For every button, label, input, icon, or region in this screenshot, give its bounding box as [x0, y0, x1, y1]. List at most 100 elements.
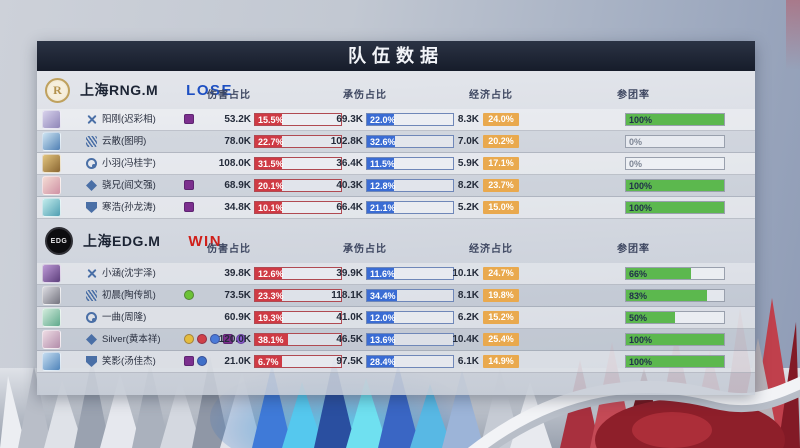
orb-badge-icon — [210, 334, 220, 344]
damage-bar: 6.7% — [254, 355, 342, 368]
hero-avatar — [42, 308, 61, 327]
player-name: 小涵(沈宇泽) — [102, 268, 156, 279]
mid-lane-icon — [86, 158, 97, 169]
badge-list — [184, 114, 194, 124]
column-header-economy: 经济占比 — [469, 90, 513, 101]
participation-percent: 66% — [629, 269, 648, 279]
damage-bar-fill — [255, 290, 282, 301]
damage-percent: 22.7% — [258, 137, 284, 147]
taken-value: 40.3K — [336, 180, 363, 191]
taken-bar: 28.4% — [366, 355, 454, 368]
blue-spikes — [252, 356, 484, 448]
hero-avatar — [42, 286, 61, 305]
damage-percent: 19.3% — [258, 313, 284, 323]
taken-percent: 13.6% — [370, 335, 396, 345]
participation-bar: 100% — [625, 179, 725, 192]
economy-percent-chip: 20.2% — [483, 135, 519, 148]
participation-percent: 0% — [629, 159, 643, 169]
taken-value: 118.1K — [331, 290, 363, 301]
farm-lane-icon — [86, 334, 97, 345]
taken-percent: 11.6% — [370, 269, 396, 279]
economy-value: 8.2K — [457, 180, 479, 191]
column-header-damage: 伤害占比 — [207, 244, 251, 255]
orb-badge-icon — [197, 356, 207, 366]
damage-bar: 15.5% — [254, 113, 342, 126]
participation-bar: 0% — [625, 135, 725, 148]
damage-bar-fill — [255, 202, 282, 213]
hero-avatar — [42, 352, 61, 371]
player-row: 阳刚(迟彩相) 53.2K 15.5% 69.3K 22.0% 8.3K 24.… — [37, 109, 755, 131]
taken-bar: 13.6% — [366, 333, 454, 346]
taken-bar-fill — [367, 312, 394, 323]
participation-percent: 100% — [629, 181, 653, 191]
player-name: 阳刚(迟彩相) — [102, 114, 156, 125]
damage-bar-fill — [255, 158, 283, 169]
participation-bar: 66% — [625, 267, 725, 280]
team-result-badge: WIN — [188, 232, 223, 250]
economy-value: 8.3K — [457, 114, 479, 125]
taken-percent: 21.1% — [370, 203, 396, 213]
participation-bar: 100% — [625, 201, 725, 214]
damage-percent: 10.1% — [258, 203, 284, 213]
participation-percent: 100% — [629, 115, 653, 125]
economy-percent-chip: 23.7% — [483, 179, 519, 192]
badge-list — [184, 356, 207, 366]
taken-value: 41.0K — [336, 312, 363, 323]
badge-list — [184, 334, 246, 344]
team-result-badge: LOSE — [186, 81, 234, 99]
participation-percent: 100% — [629, 203, 653, 213]
participation-bar-fill — [626, 312, 675, 323]
farm-lane-icon — [86, 180, 97, 191]
damage-bar-fill — [255, 114, 282, 125]
damage-percent: 20.1% — [258, 181, 284, 191]
column-header-taken: 承伤占比 — [343, 244, 387, 255]
participation-bar-fill — [626, 334, 724, 345]
taken-value: 69.3K — [336, 114, 363, 125]
clash-lane-icon — [86, 114, 97, 125]
participation-bar-fill — [626, 290, 708, 301]
damage-percent: 31.5% — [258, 159, 284, 169]
economy-percent-chip: 14.9% — [483, 355, 519, 368]
player-rows: 小涵(沈宇泽) 39.8K 12.6% 39.9K 11.6% 10.1K 24… — [37, 263, 755, 373]
team-name: 上海EDG.M — [83, 233, 161, 249]
taken-percent: 28.4% — [370, 357, 396, 367]
economy-percent-chip: 19.8% — [483, 289, 519, 302]
damage-bar: 19.3% — [254, 311, 342, 324]
tower-badge-icon — [184, 356, 194, 366]
team-section-edgm: EDG 上海EDG.M WIN 伤害占比 承伤占比 经济占比 参团率 小涵(沈宇… — [37, 219, 755, 373]
player-name: 初晨(陶传凯) — [102, 290, 156, 301]
player-row: 寒浩(孙龙涛) 34.8K 10.1% 66.4K 21.1% 5.2K 15.… — [37, 197, 755, 219]
economy-value: 6.2K — [457, 312, 479, 323]
player-row: 云散(图明) 78.0K 22.7% 102.8K 32.6% 7.0K 20.… — [37, 131, 755, 153]
taken-percent: 32.6% — [370, 137, 396, 147]
panel-title: 队伍数据 — [37, 41, 755, 71]
team-header: EDG 上海EDG.M WIN 伤害占比 承伤占比 经济占比 参团率 — [37, 219, 755, 263]
participation-bar-fill — [626, 114, 724, 125]
economy-percent-chip: 15.2% — [483, 311, 519, 324]
column-header-economy: 经济占比 — [469, 244, 513, 255]
participation-percent: 0% — [629, 137, 643, 147]
participation-bar-fill — [626, 180, 724, 191]
team-data-panel: 队伍数据 R 上海RNG.M LOSE 伤害占比 承伤占比 经济占比 参团率 阳… — [37, 41, 755, 395]
roam-lane-icon — [86, 202, 97, 213]
buff-badge-icon — [184, 290, 194, 300]
economy-percent-chip: 15.0% — [483, 201, 519, 214]
roam-lane-icon — [86, 356, 97, 367]
tower-badge-icon — [223, 334, 233, 344]
taken-bar-fill — [367, 158, 394, 169]
hero-avatar — [42, 132, 61, 151]
damage-bar-fill — [255, 334, 288, 345]
damage-bar: 20.1% — [254, 179, 342, 192]
taken-percent: 11.5% — [370, 159, 396, 169]
economy-value: 6.1K — [457, 356, 479, 367]
taken-percent: 12.0% — [370, 313, 396, 323]
team-name: 上海RNG.M — [80, 82, 159, 98]
damage-bar: 10.1% — [254, 201, 342, 214]
player-row: 小羽(冯桂宇) 108.0K 31.5% 36.4K 11.5% 5.9K 17… — [37, 153, 755, 175]
damage-bar-fill — [255, 268, 282, 279]
jungle-lane-icon — [86, 136, 97, 147]
taken-bar-fill — [367, 202, 394, 213]
damage-value: 39.8K — [224, 268, 251, 279]
player-row: 小涵(沈宇泽) 39.8K 12.6% 39.9K 11.6% 10.1K 24… — [37, 263, 755, 285]
